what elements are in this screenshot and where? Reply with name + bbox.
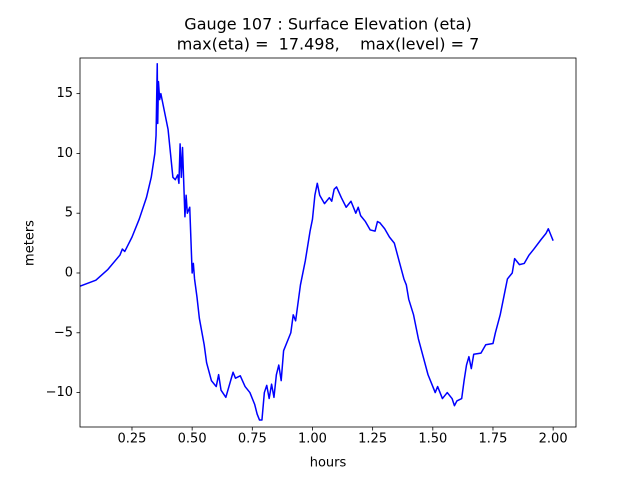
data-line	[80, 62, 554, 421]
x-tick-label: 1.75	[478, 432, 507, 447]
chart-title: Gauge 107 : Surface Elevation (eta)	[184, 15, 471, 34]
chart-subtitle: max(eta) = 17.498, max(level) = 7	[177, 35, 480, 54]
x-tick-label: 0.75	[238, 432, 267, 447]
x-tick-label: 1.25	[358, 432, 387, 447]
x-tick-label: 0.25	[118, 432, 147, 447]
y-tick-label: −5	[54, 325, 73, 340]
y-tick-label: 15	[56, 86, 73, 101]
plot-frame	[79, 57, 577, 428]
y-tick-label: 5	[65, 206, 73, 221]
y-tick-label: −10	[46, 385, 73, 400]
y-axis-label: meters	[23, 220, 38, 266]
x-tick-label: 1.50	[418, 432, 447, 447]
y-tick-label: 0	[65, 265, 73, 280]
x-axis-label: hours	[310, 456, 347, 471]
x-tick-label: 1.00	[298, 432, 327, 447]
x-tick-label: 0.50	[178, 432, 207, 447]
x-tick-label: 2.00	[539, 432, 568, 447]
y-tick-label: 10	[56, 146, 73, 161]
